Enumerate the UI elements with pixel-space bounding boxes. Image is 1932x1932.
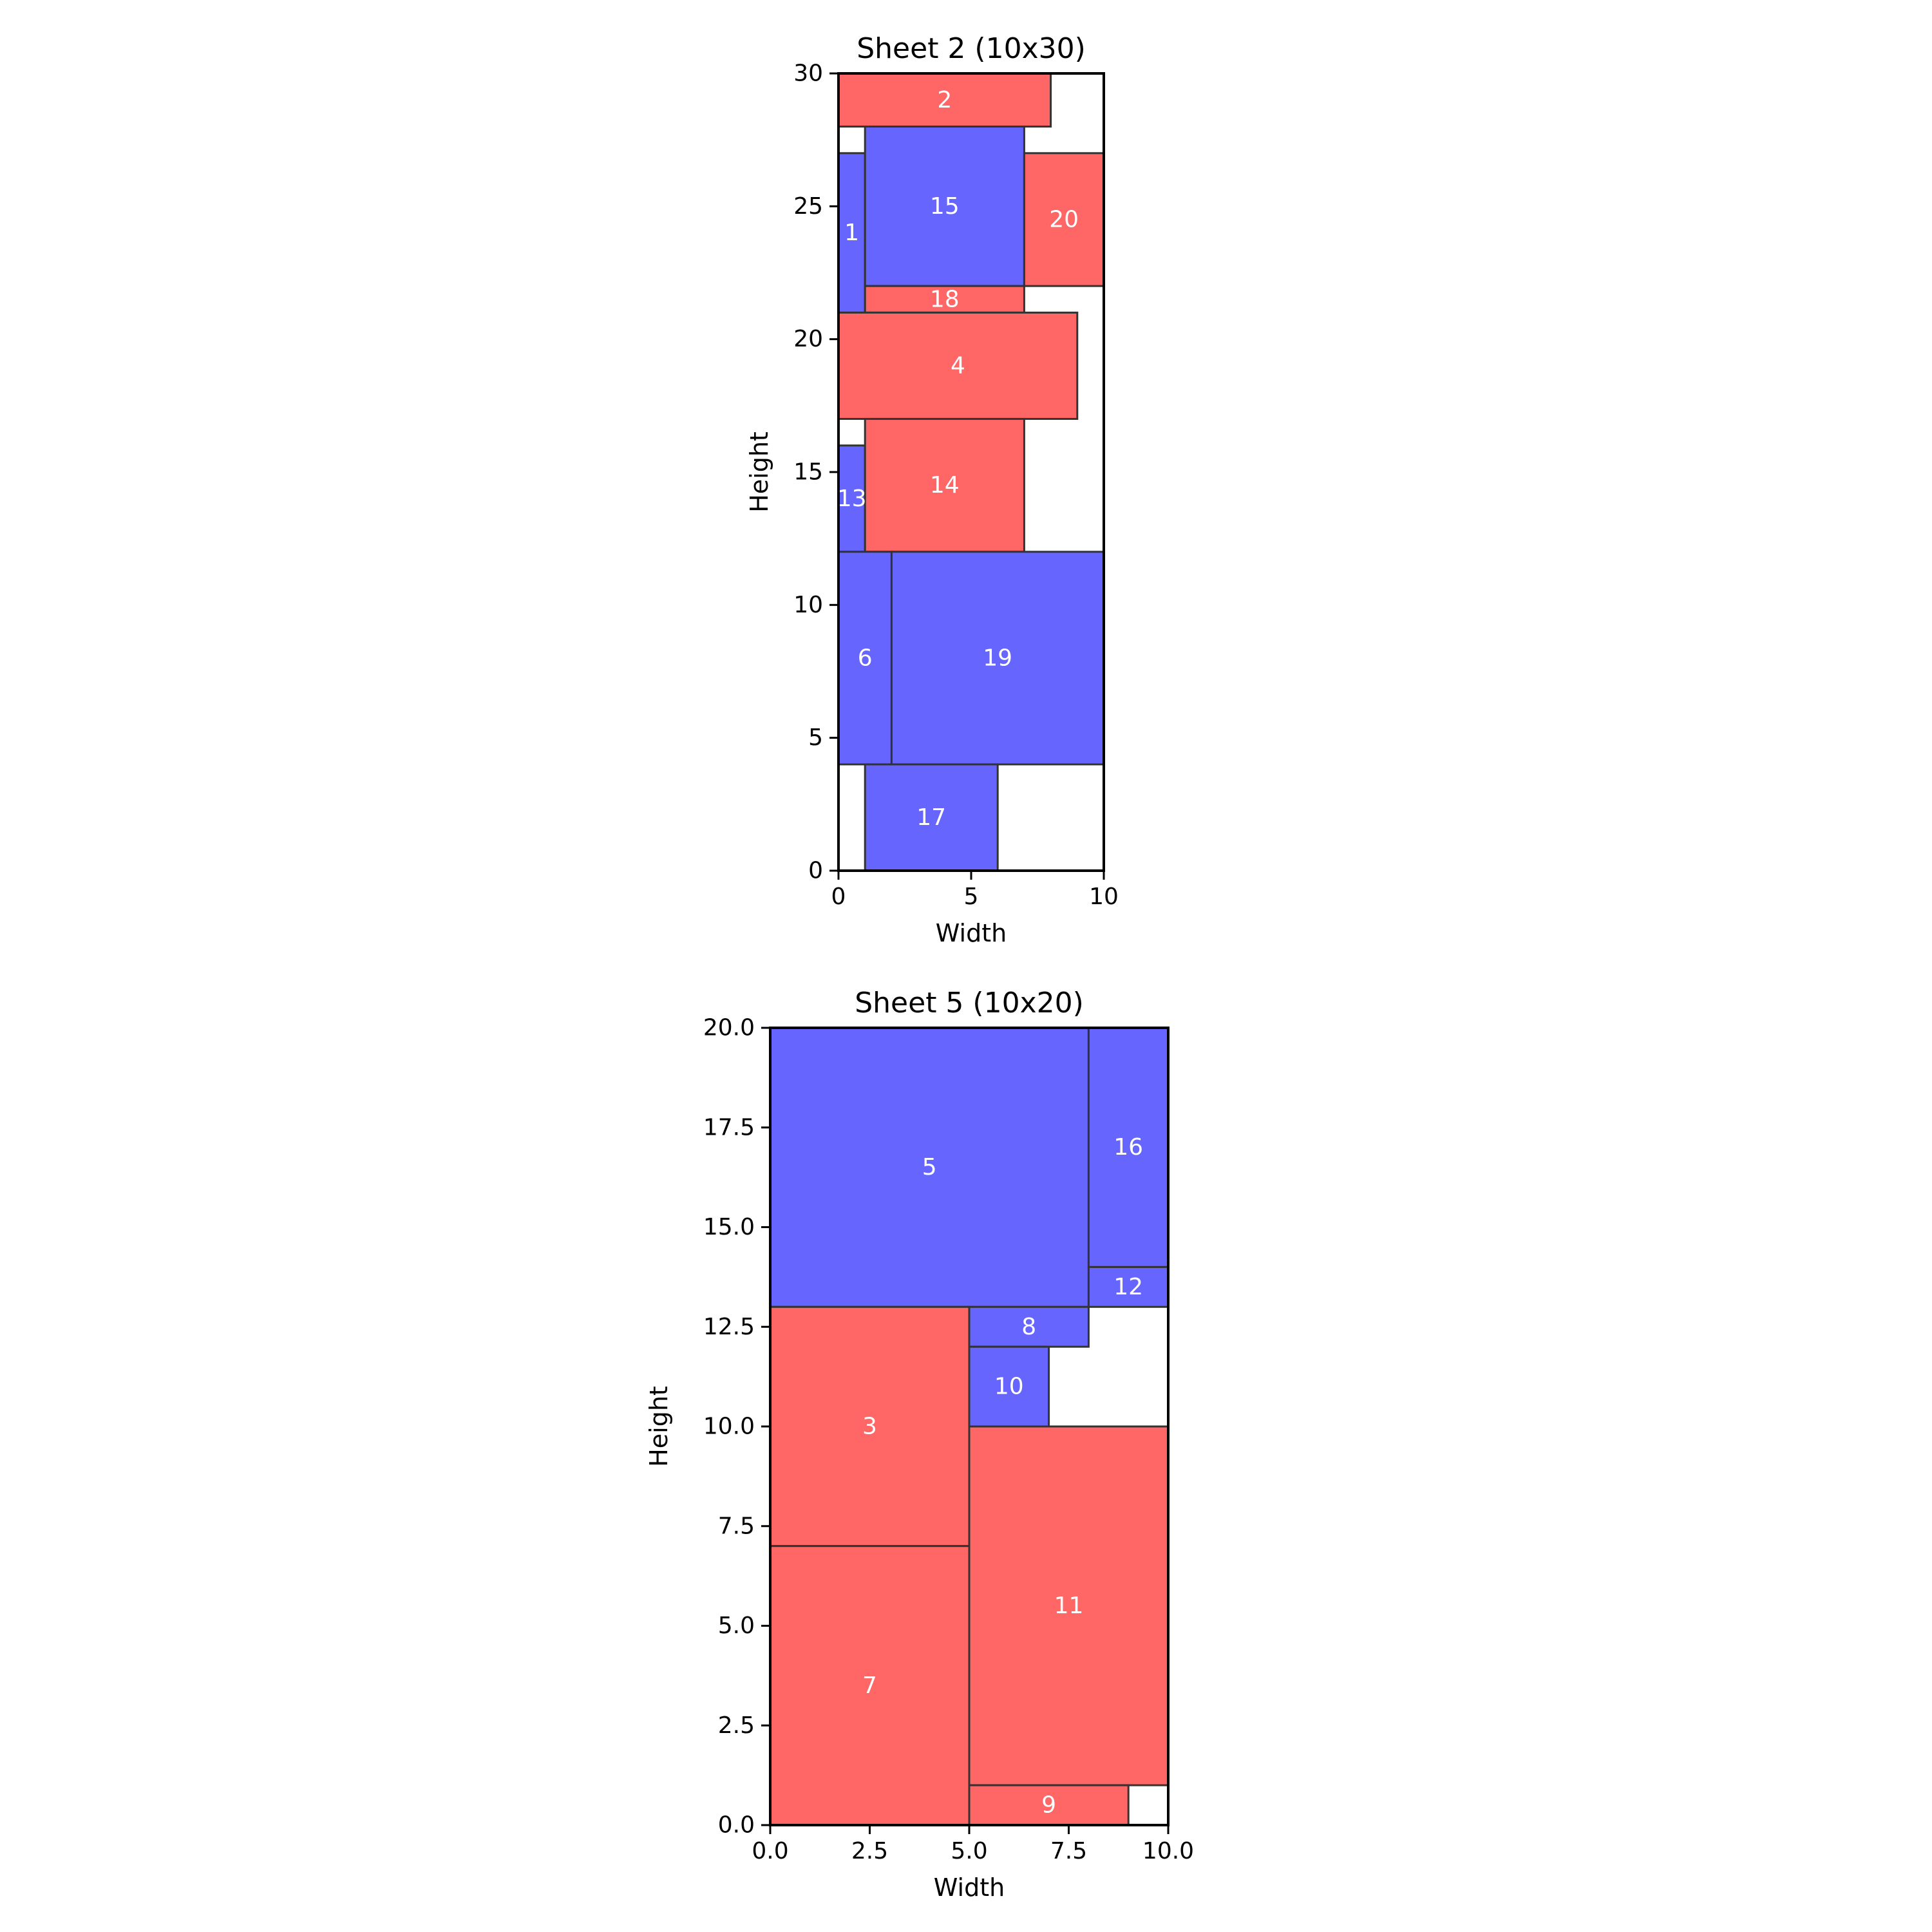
piece-rect-12 xyxy=(1087,1265,1170,1308)
piece-label-2: 2 xyxy=(937,87,952,113)
piece-label-3: 3 xyxy=(862,1414,877,1440)
y-tick-label: 10 xyxy=(793,592,823,618)
piece-label-11: 11 xyxy=(1054,1593,1084,1619)
piece-label-15: 15 xyxy=(930,193,960,220)
piece-label-8: 8 xyxy=(1021,1314,1036,1340)
y-tick-label: 7.5 xyxy=(718,1513,755,1539)
y-tick-label: 0 xyxy=(808,858,823,884)
y-axis-ticks: 0 5 10 15 20 25 30 xyxy=(793,61,838,884)
piece-label-7: 7 xyxy=(862,1672,877,1699)
sheet-2-chart: 2 1 15 20 18 4 13 14 6 19 17 0 5 10 0 5 10 15 20 25 30 Sheet … xyxy=(745,32,1119,947)
x-axis-ticks: 0.0 2.5 5.0 7.5 10.0 xyxy=(752,1825,1194,1864)
y-tick-label: 0.0 xyxy=(718,1812,755,1839)
x-tick-label: 0 xyxy=(831,884,846,910)
y-tick-label: 17.5 xyxy=(703,1114,755,1141)
piece-rect-11 xyxy=(968,1425,1170,1786)
piece-label-20: 20 xyxy=(1049,206,1079,232)
piece-rect-9 xyxy=(968,1784,1130,1826)
piece-rect-2 xyxy=(837,72,1052,128)
piece-label-1: 1 xyxy=(844,220,859,246)
y-axis-ticks: 0.0 2.5 5.0 7.5 10.0 12.5 15.0 17.5 20.0 xyxy=(703,1015,770,1839)
y-tick-label: 20.0 xyxy=(703,1015,755,1041)
piece-label-16: 16 xyxy=(1113,1134,1143,1160)
piece-rect-20 xyxy=(1023,152,1105,287)
chart-title: Sheet 5 (10x20) xyxy=(855,987,1084,1019)
x-axis-label: Width xyxy=(936,919,1007,947)
x-tick-label: 2.5 xyxy=(851,1838,888,1864)
x-tick-label: 10.0 xyxy=(1142,1838,1194,1864)
piece-rect-15 xyxy=(864,126,1025,287)
piece-label-4: 4 xyxy=(951,352,965,379)
piece-label-12: 12 xyxy=(1113,1274,1143,1300)
piece-label-10: 10 xyxy=(994,1374,1024,1400)
piece-label-13: 13 xyxy=(837,486,867,512)
piece-label-9: 9 xyxy=(1041,1792,1056,1819)
piece-rect-5 xyxy=(769,1027,1090,1308)
x-tick-label: 10 xyxy=(1089,884,1119,910)
x-axis-label: Width xyxy=(934,1873,1005,1902)
y-axis-label: Height xyxy=(645,1386,673,1467)
chart-title: Sheet 2 (10x30) xyxy=(857,32,1086,65)
y-tick-label: 20 xyxy=(793,326,823,352)
y-tick-label: 15.0 xyxy=(703,1214,755,1240)
packed-rectangles: 5 16 12 8 10 3 7 11 9 xyxy=(769,1027,1170,1826)
y-tick-label: 30 xyxy=(793,61,823,87)
x-axis-ticks: 0 5 10 xyxy=(831,871,1119,910)
piece-label-19: 19 xyxy=(983,645,1012,671)
x-tick-label: 5 xyxy=(964,884,979,910)
piece-rect-14 xyxy=(864,417,1025,553)
piece-label-5: 5 xyxy=(922,1154,937,1180)
x-tick-label: 5.0 xyxy=(951,1838,987,1864)
y-tick-label: 12.5 xyxy=(703,1314,755,1340)
piece-label-17: 17 xyxy=(916,804,946,831)
y-tick-label: 10.0 xyxy=(703,1414,755,1440)
y-tick-label: 2.5 xyxy=(718,1712,755,1739)
piece-label-18: 18 xyxy=(930,286,960,312)
piece-rect-1 xyxy=(837,152,866,314)
y-tick-label: 5 xyxy=(808,724,823,751)
x-tick-label: 7.5 xyxy=(1050,1838,1087,1864)
piece-rect-19 xyxy=(890,551,1105,766)
piece-rect-7 xyxy=(769,1545,971,1826)
packed-rectangles: 2 1 15 20 18 4 13 14 6 19 17 xyxy=(837,72,1105,872)
piece-label-6: 6 xyxy=(858,645,873,671)
x-tick-label: 0.0 xyxy=(752,1838,788,1864)
piece-label-14: 14 xyxy=(930,472,960,498)
y-tick-label: 25 xyxy=(793,193,823,220)
y-tick-label: 15 xyxy=(793,459,823,486)
sheet-5-chart: 5 16 12 8 10 3 7 11 9 0.0 2.5 5.0 7.5 10.0 0.0 2.5 5.0 7.… xyxy=(645,987,1194,1902)
y-tick-label: 5.0 xyxy=(718,1613,755,1639)
y-axis-label: Height xyxy=(745,431,773,513)
